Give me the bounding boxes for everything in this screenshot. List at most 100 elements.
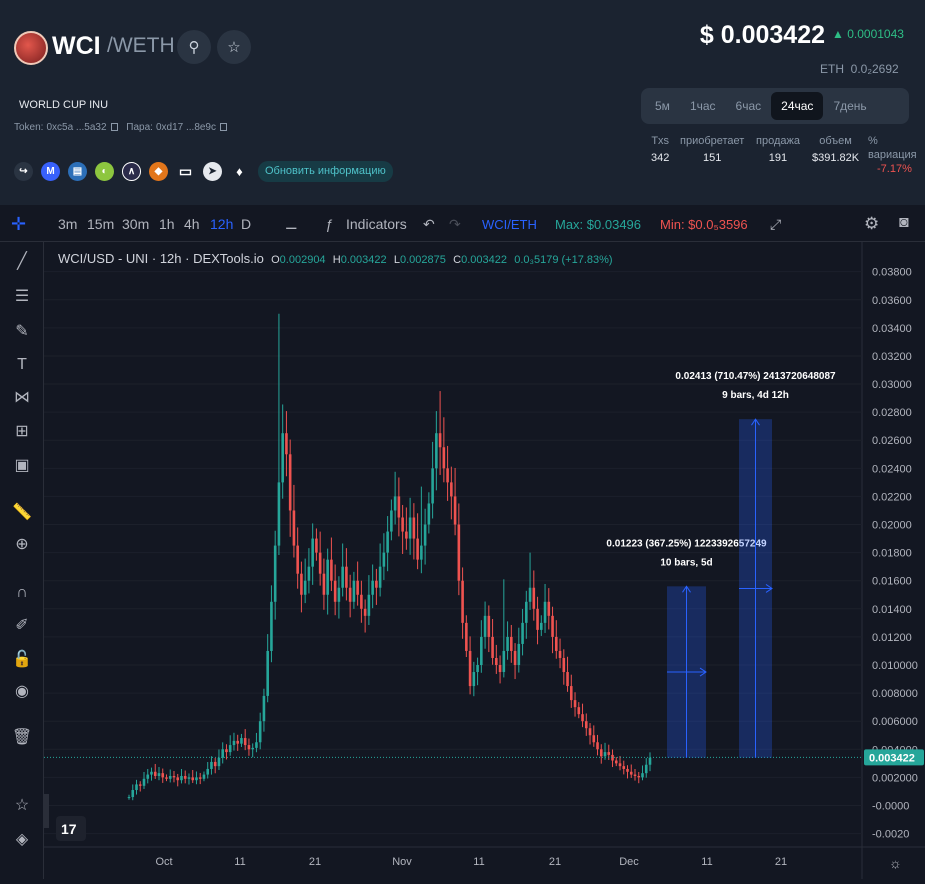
settings-icon[interactable]: ⚙ bbox=[864, 214, 880, 233]
stat-volume: объем $391.82K bbox=[812, 135, 860, 164]
candle-body bbox=[131, 790, 135, 798]
candle-body bbox=[401, 517, 404, 532]
text-icon[interactable]: T bbox=[17, 356, 27, 373]
candle-body bbox=[247, 745, 251, 750]
y-tick-label: 0.03800 bbox=[872, 267, 912, 279]
candle-body bbox=[495, 657, 498, 665]
lock-drawing-icon[interactable]: ✐ bbox=[15, 617, 29, 634]
crosshair-icon[interactable]: ✛ bbox=[11, 214, 27, 234]
current-price: $ 0.003422 bbox=[699, 21, 825, 49]
candle-body bbox=[446, 468, 449, 483]
candle-body bbox=[390, 510, 393, 532]
drawing-tools: ╱ ☰ ✎ T ⋈ ⊞ ▣ 📏 ⊕ ∩ ✐ 🔓 ◉ 🗑 ☆ ◈ bbox=[0, 242, 44, 879]
interval-12h[interactable]: 12h bbox=[210, 216, 234, 232]
candle-body bbox=[172, 775, 176, 778]
candle-body bbox=[547, 601, 551, 616]
candle-body bbox=[345, 566, 348, 588]
candle-body bbox=[461, 580, 464, 623]
candle-type-icon[interactable]: ⚊ bbox=[285, 216, 298, 232]
measure-arrowhead bbox=[751, 418, 760, 426]
telegram-icon[interactable]: ➤ bbox=[203, 161, 222, 181]
candle-body bbox=[618, 763, 622, 767]
candle-body bbox=[573, 700, 577, 708]
star-icon[interactable]: ☆ bbox=[217, 30, 251, 64]
x-tick-label: 21 bbox=[775, 856, 787, 868]
fullscreen-icon[interactable]: ⤢ bbox=[770, 216, 782, 232]
chart-canvas[interactable]: 0.03800 0.03600 0.03400 0.03200 0.03000 0.028… bbox=[44, 242, 925, 879]
brush-icon[interactable]: ✎ bbox=[15, 323, 29, 340]
copy-icon[interactable] bbox=[110, 123, 118, 131]
candle-body bbox=[273, 545, 277, 602]
binoculars-icon[interactable]: ⚲ bbox=[177, 30, 211, 64]
zoom-icon[interactable]: ⊕ bbox=[15, 536, 29, 553]
indicators-button[interactable]: Indicators bbox=[346, 216, 407, 232]
lines-icon[interactable]: ☰ bbox=[14, 288, 30, 305]
trendline-icon[interactable]: ╱ bbox=[17, 253, 27, 270]
stat-variation: % вариация -7.17% bbox=[868, 135, 917, 175]
candle-body bbox=[393, 496, 397, 511]
measure-value-label: 0.01223 (367.25%) 1223392657249 bbox=[606, 538, 767, 549]
update-info-button[interactable]: Обновить информацию bbox=[258, 160, 393, 182]
dextools-icon[interactable]: ◐ bbox=[95, 161, 114, 181]
candle-body bbox=[213, 761, 217, 767]
candle-body bbox=[348, 587, 352, 602]
magnet-icon[interactable]: ∩ bbox=[16, 584, 28, 601]
function-icon[interactable]: ƒ bbox=[325, 216, 333, 232]
tab-6h[interactable]: 6час bbox=[735, 99, 762, 113]
interval-1h[interactable]: 1h bbox=[159, 216, 175, 232]
candle-body bbox=[551, 615, 554, 637]
interval-4h[interactable]: 4h bbox=[184, 216, 200, 232]
pair-toggle[interactable]: WCI/ETH bbox=[482, 217, 537, 232]
candle-body bbox=[326, 559, 329, 595]
interval-30m[interactable]: 30m bbox=[122, 216, 150, 232]
redo-icon[interactable]: ↷ bbox=[449, 216, 461, 232]
trash-icon[interactable]: 🗑 bbox=[11, 729, 33, 746]
price-chart[interactable]: 0.03800 0.03600 0.03400 0.03200 0.03000 0.028… bbox=[44, 242, 925, 879]
candle-body bbox=[307, 566, 311, 581]
interval-15m[interactable]: 15m bbox=[87, 216, 115, 232]
candle-body bbox=[292, 510, 296, 546]
y-tick-label: 0.01400 bbox=[872, 604, 912, 616]
website-icon[interactable]: ▭ bbox=[178, 162, 193, 179]
coinmarketcap-icon[interactable]: M bbox=[41, 161, 60, 181]
tab-24h[interactable]: 24час bbox=[771, 92, 824, 120]
star-favorite-icon[interactable]: ☆ bbox=[14, 797, 30, 814]
candle-body bbox=[412, 517, 416, 539]
lock-icon[interactable]: 🔓 bbox=[12, 651, 32, 668]
y-tick-label: 0.02200 bbox=[872, 491, 912, 503]
candle-body bbox=[577, 707, 581, 715]
tab-5m[interactable]: 5м bbox=[655, 99, 670, 113]
x-tick-label: 21 bbox=[309, 856, 321, 868]
candle-body bbox=[303, 580, 307, 595]
price-range-icon[interactable]: ▣ bbox=[14, 457, 30, 474]
pattern-icon[interactable]: ⋈ bbox=[14, 389, 30, 406]
token-header: WCI /WETH ⚲ ☆ WORLD CUP INU Token: 0xc5a … bbox=[0, 0, 925, 205]
ruler-icon[interactable]: 📏 bbox=[12, 504, 32, 521]
last-price-tag bbox=[864, 749, 924, 766]
interval-d[interactable]: D bbox=[241, 216, 252, 232]
metamask-icon[interactable]: ◆ bbox=[149, 161, 168, 181]
price-change: ▲ 0.0001043 bbox=[832, 27, 904, 41]
twitter-icon[interactable]: ♦ bbox=[236, 163, 243, 179]
candle-body bbox=[525, 601, 528, 623]
y-tick-label: 0.03600 bbox=[872, 295, 912, 307]
candle-body bbox=[281, 433, 284, 483]
tab-1h[interactable]: 1час bbox=[689, 99, 716, 113]
layers-icon[interactable]: ◈ bbox=[15, 831, 29, 848]
candle-body bbox=[622, 766, 626, 769]
camera-icon[interactable]: ◙ bbox=[899, 214, 909, 231]
candle-body bbox=[228, 745, 232, 753]
eye-icon[interactable]: ◉ bbox=[15, 683, 29, 700]
undo-icon[interactable]: ↶ bbox=[423, 216, 435, 232]
etherscan-icon[interactable]: ∧ bbox=[122, 161, 141, 181]
token-symbol: WCI bbox=[52, 32, 101, 60]
candle-body bbox=[232, 740, 236, 746]
candle-body bbox=[311, 538, 314, 567]
share-icon[interactable]: ↪ bbox=[14, 161, 33, 181]
interval-3m[interactable]: 3m bbox=[58, 216, 78, 232]
coingecko-icon[interactable]: ▤ bbox=[68, 161, 87, 181]
tab-7d[interactable]: 7день bbox=[833, 99, 867, 113]
forecast-icon[interactable]: ⊞ bbox=[15, 423, 29, 440]
copy-icon[interactable] bbox=[220, 123, 227, 131]
candle-body bbox=[465, 622, 468, 651]
